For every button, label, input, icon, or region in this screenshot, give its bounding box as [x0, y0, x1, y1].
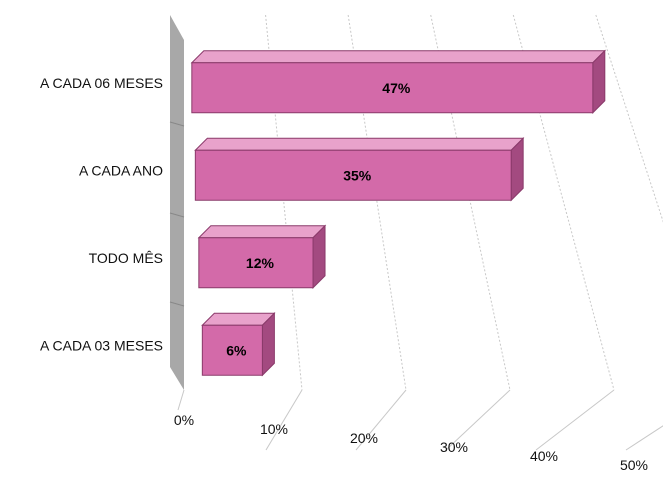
gridline-vertical — [347, 14, 407, 391]
category-label: A CADA 03 MESES — [40, 337, 163, 353]
bar — [198, 237, 314, 289]
x-tick-label: 0% — [174, 412, 194, 428]
x-tick-label: 30% — [440, 439, 468, 455]
floor-gridline — [535, 389, 615, 451]
bar-top-face — [197, 225, 327, 239]
chart-back-wall — [170, 15, 184, 390]
gridline-vertical — [595, 14, 663, 223]
floor-gridline — [265, 389, 303, 451]
x-tick-label: 40% — [530, 448, 558, 464]
gridline-vertical — [265, 14, 303, 391]
category-label: A CADA 06 MESES — [40, 75, 163, 91]
bar-data-label: 35% — [343, 167, 372, 183]
bar-data-label: 12% — [246, 255, 275, 271]
x-tick-label: 50% — [620, 457, 648, 473]
bars: 47% 35% 12% 6% — [190, 49, 607, 377]
x-axis-ticks: 0% 10% 20% 30% 40% 50% — [174, 412, 648, 473]
bar — [201, 324, 263, 376]
bar — [191, 62, 594, 114]
category-label: A CADA ANO — [79, 162, 163, 178]
bar-data-label: 6% — [226, 342, 247, 358]
bar-top-face — [190, 50, 607, 64]
category-labels: A CADA 06 MESES A CADA ANO TODO MÊS A CADA … — [40, 75, 163, 354]
floor-gridline — [177, 389, 185, 411]
x-tick-label: 20% — [350, 430, 378, 446]
bar-top-face — [194, 137, 525, 151]
category-label: TODO MÊS — [89, 250, 163, 266]
category-tick — [169, 301, 185, 307]
bar — [194, 149, 512, 201]
floor-gridline — [625, 425, 663, 451]
floor-gridline — [355, 389, 407, 451]
x-tick-label: 10% — [260, 421, 288, 437]
floor-gridline — [445, 389, 511, 451]
category-tick — [169, 212, 185, 218]
category-tick — [169, 121, 185, 127]
bar-data-label: 47% — [382, 80, 411, 96]
